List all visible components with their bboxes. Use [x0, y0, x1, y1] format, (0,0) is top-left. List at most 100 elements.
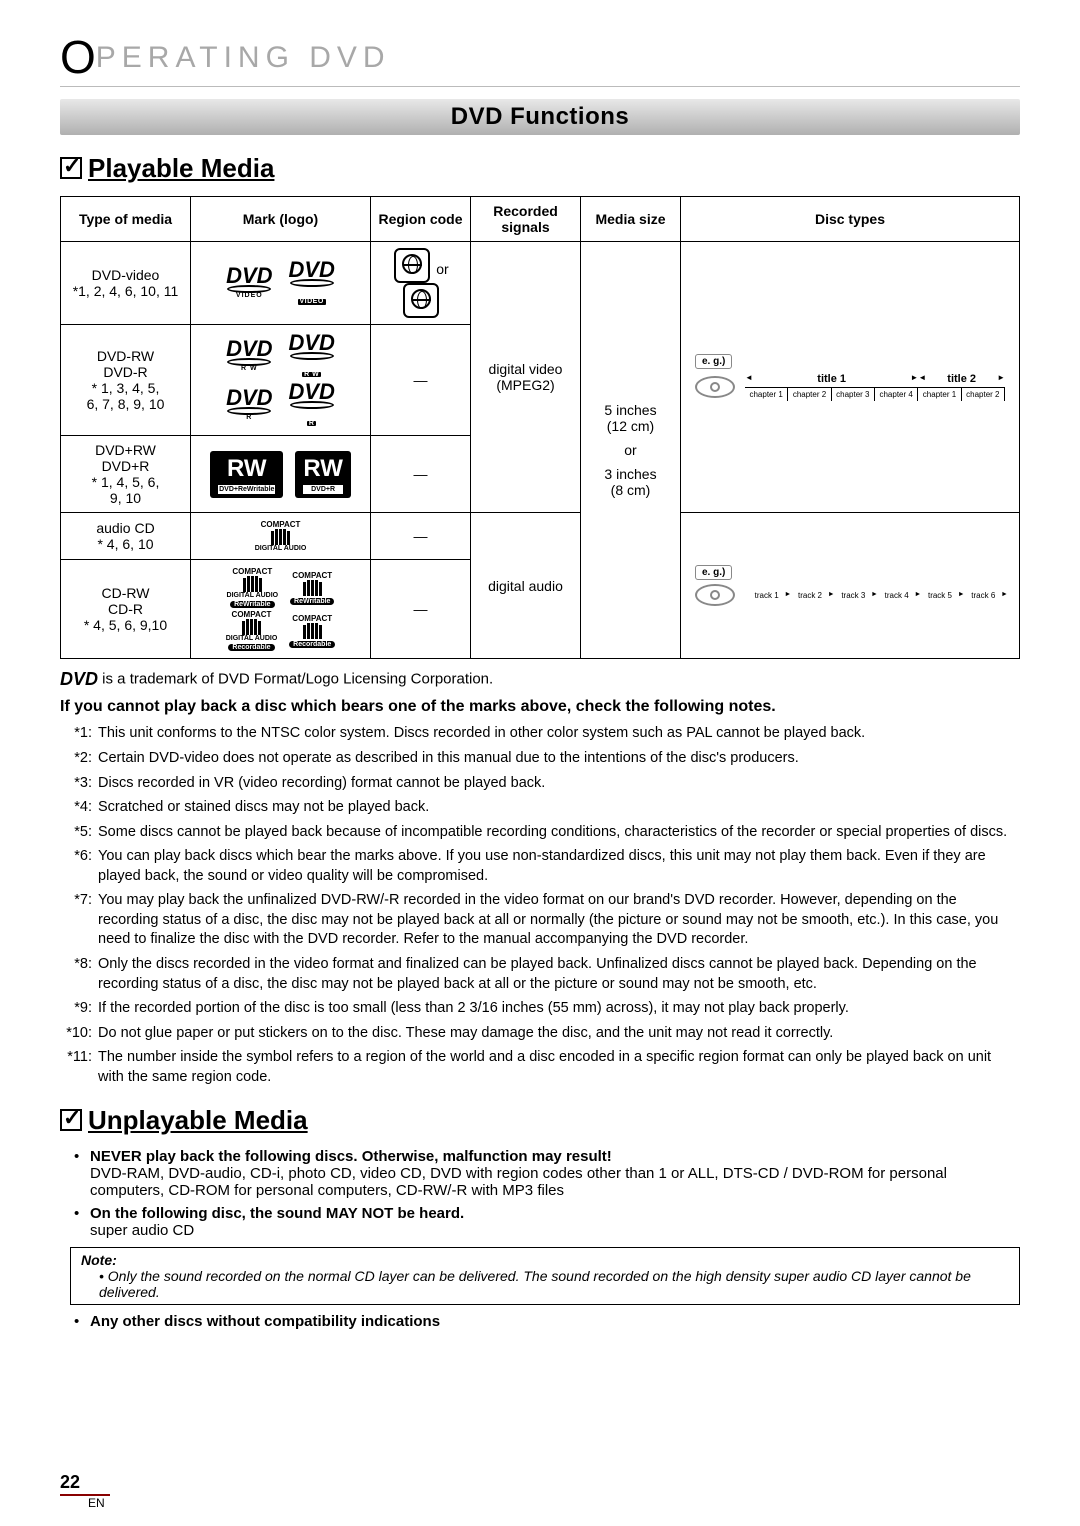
th-disctypes: Disc types — [681, 197, 1020, 242]
timeline: track 1 track 2 track 3 track 4 track 5 … — [745, 588, 1005, 603]
note-num: *4: — [60, 798, 98, 818]
dvd-video-logo-icon: DVDVIDEO — [288, 261, 334, 304]
note-num: *6: — [60, 847, 98, 886]
cell-mark: COMPACT DIGITAL AUDIOReWritable COMPACT … — [191, 560, 371, 659]
header-rest: PERATING DVD — [96, 41, 391, 74]
note-row: *2:Certain DVD-video does not operate as… — [60, 749, 1020, 769]
dvd-r-logo-icon: DVDR — [288, 383, 334, 426]
note-text: You may play back the unfinalized DVD-RW… — [98, 891, 1020, 950]
note-num: *1: — [60, 724, 98, 744]
item-bold: On the following disc, the sound MAY NOT… — [90, 1205, 464, 1222]
cell-region-dash: — — [371, 436, 471, 513]
th-signals: Recorded signals — [471, 197, 581, 242]
list-item: •Any other discs without compatibility i… — [90, 1313, 1020, 1330]
cell-type: DVD-RW DVD-R * 1, 3, 4, 5, 6, 7, 8, 9, 1… — [61, 325, 191, 436]
type-sub: * 1, 3, 4, 5, — [65, 380, 186, 396]
audio-diagram: e. g.) track 1 track 2 track 3 track 4 t… — [685, 559, 1015, 612]
playable-label: Playable Media — [88, 153, 274, 183]
list-item: •On the following disc, the sound MAY NO… — [90, 1205, 1020, 1239]
dvd-r-logo-icon: DVDR — [226, 389, 272, 420]
eg-label: e. g.) — [695, 565, 732, 580]
track: track 5 — [918, 588, 961, 603]
cell-type: CD-RW CD-R * 4, 5, 6, 9,10 — [61, 560, 191, 659]
note-text: Discs recorded in VR (video recording) f… — [98, 774, 1020, 794]
table-row: DVD-video *1, 2, 4, 6, 10, 11 DVDVIDEO D… — [61, 242, 1020, 325]
cell-mark: COMPACT DIGITAL AUDIO — [191, 513, 371, 560]
note-row: *4:Scratched or stained discs may not be… — [60, 798, 1020, 818]
cell-signals-video: digital video (MPEG2) — [471, 242, 581, 513]
rw-logo-icon: RWDVD+R — [295, 451, 351, 498]
cell-mark: DVDVIDEO DVDVIDEO — [191, 242, 371, 325]
cell-mark: RWDVD+ReWritable RWDVD+R — [191, 436, 371, 513]
cell-type: audio CD * 4, 6, 10 — [61, 513, 191, 560]
region-icon — [394, 248, 430, 283]
trademark-text: is a trademark of DVD Format/Logo Licens… — [98, 671, 493, 688]
note-num: *9: — [60, 999, 98, 1019]
dvd-rw-logo-icon: DVDR W — [288, 334, 334, 377]
note-row: *11:The number inside the symbol refers … — [60, 1048, 1020, 1087]
type-label: CD-RW — [65, 585, 186, 601]
note-text: You can play back discs which bear the m… — [98, 847, 1020, 886]
cell-region-dash: — — [371, 325, 471, 436]
disc-icon — [695, 376, 735, 398]
page-footer: 22 EN — [60, 1472, 110, 1510]
note-label: Note: — [81, 1252, 117, 1268]
note-row: *7:You may play back the unfinalized DVD… — [60, 891, 1020, 950]
type-sub: * 1, 4, 5, 6, — [65, 474, 186, 490]
size-l: 3 inches — [585, 466, 676, 482]
note-text: Do not glue paper or put stickers on to … — [98, 1024, 1020, 1044]
th-region: Region code — [371, 197, 471, 242]
note-text: Scratched or stained discs may not be pl… — [98, 798, 1020, 818]
note-text: The number inside the symbol refers to a… — [98, 1048, 1020, 1087]
type-sub: 6, 7, 8, 9, 10 — [65, 396, 186, 412]
size-l: 5 inches — [585, 402, 676, 418]
cell-region: or — [371, 242, 471, 325]
track: track 2 — [788, 588, 831, 603]
cell-diagram-video: e. g.) title 1 title 2 chapter 1 chapter… — [681, 242, 1020, 513]
dvd-video-logo-icon: DVDVIDEO — [226, 267, 272, 298]
note-row: *9:If the recorded portion of the disc i… — [60, 999, 1020, 1019]
compact-disc-logo-icon: COMPACT DIGITAL AUDIO — [255, 520, 307, 552]
note-row: *3:Discs recorded in VR (video recording… — [60, 774, 1020, 794]
checkbox-icon — [60, 157, 82, 179]
type-sub: * 4, 6, 10 — [65, 536, 186, 552]
note-num: *2: — [60, 749, 98, 769]
chapter: chapter 1 — [745, 388, 788, 401]
trademark-line: DVD is a trademark of DVD Format/Logo Li… — [60, 669, 1020, 690]
signal-sub: (MPEG2) — [475, 377, 576, 393]
cd-r-logo-icon: COMPACT DIGITAL AUDIORecordable — [226, 610, 278, 651]
eg-label: e. g.) — [695, 354, 732, 369]
note-text: Some discs cannot be played back because… — [98, 823, 1020, 843]
header-o: O — [60, 31, 96, 83]
type-label: audio CD — [65, 520, 186, 536]
item-text: DVD-RAM, DVD-audio, CD-i, photo CD, vide… — [90, 1165, 947, 1199]
playable-title: Playable Media — [60, 153, 1020, 184]
type-label: DVD+R — [65, 458, 186, 474]
note-row: *1:This unit conforms to the NTSC color … — [60, 724, 1020, 744]
table-row: audio CD * 4, 6, 10 COMPACT DIGITAL AUDI… — [61, 513, 1020, 560]
track: track 3 — [832, 588, 875, 603]
cell-signals-audio: digital audio — [471, 513, 581, 659]
video-diagram: e. g.) title 1 title 2 chapter 1 chapter… — [685, 348, 1015, 407]
type-label: DVD-video — [65, 267, 186, 283]
header-title: OPERATING DVD — [60, 41, 391, 74]
chapter: chapter 4 — [875, 388, 918, 401]
signal-label: digital video — [475, 361, 576, 377]
banner-title: DVD Functions — [60, 99, 1020, 135]
note-box: Note: • Only the sound recorded on the n… — [70, 1247, 1020, 1305]
note-num: *8: — [60, 955, 98, 994]
cell-diagram-audio: e. g.) track 1 track 2 track 3 track 4 t… — [681, 513, 1020, 659]
unplayable-list: •Any other discs without compatibility i… — [60, 1313, 1020, 1330]
type-sub: *1, 2, 4, 6, 10, 11 — [65, 283, 186, 299]
size-l: (8 cm) — [585, 482, 676, 498]
chapter: chapter 3 — [832, 388, 875, 401]
notes-list: *1:This unit conforms to the NTSC color … — [60, 724, 1020, 1087]
unplayable-list: •NEVER play back the following discs. Ot… — [60, 1148, 1020, 1239]
track: track 1 — [745, 588, 788, 603]
dvd-small-icon: DVD — [60, 669, 98, 689]
th-mark: Mark (logo) — [191, 197, 371, 242]
size-l: (12 cm) — [585, 418, 676, 434]
unplayable-title: Unplayable Media — [60, 1105, 1020, 1136]
item-bold: NEVER play back the following discs. Oth… — [90, 1148, 612, 1165]
type-label: DVD-R — [65, 364, 186, 380]
